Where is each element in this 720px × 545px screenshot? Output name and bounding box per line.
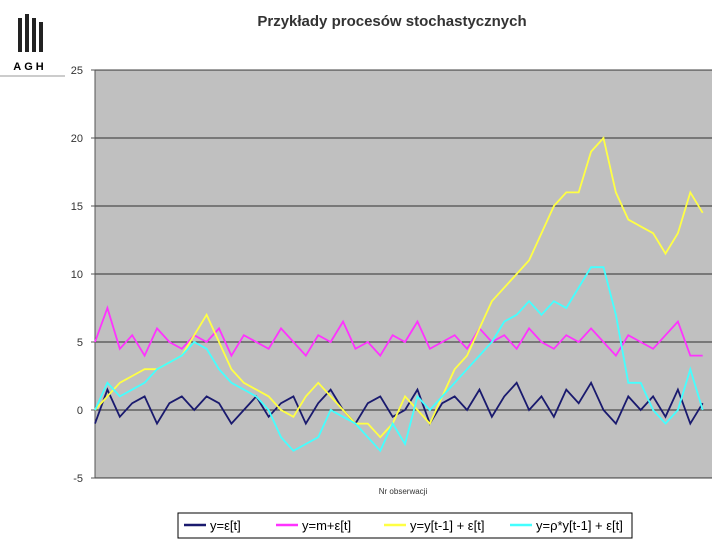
- y-tick-label: 25: [71, 65, 83, 77]
- y-tick-label: 10: [71, 269, 83, 281]
- logo-text: AGH: [13, 61, 46, 73]
- legend-label: y=ε[t]: [210, 518, 241, 533]
- y-tick-label: 15: [71, 201, 83, 213]
- series-line: [94, 266, 704, 453]
- y-tick-label: -5: [73, 473, 83, 485]
- y-tick-label: 5: [77, 337, 83, 349]
- legend-label: y=ρ*y[t-1] + ε[t]: [536, 518, 623, 533]
- series-line: [94, 136, 704, 439]
- logo: AGH: [0, 14, 65, 77]
- x-axis-label: Nr obserwacji: [379, 487, 428, 496]
- y-tick-label: 20: [71, 133, 83, 145]
- legend-label: y=y[t-1] + ε[t]: [410, 518, 484, 533]
- legend-label: y=m+ε[t]: [302, 518, 351, 533]
- chart-title: Przykłady procesów stochastycznych: [257, 13, 526, 30]
- y-tick-label: 0: [77, 405, 83, 417]
- series-line: [94, 305, 703, 358]
- series-line: [94, 380, 704, 426]
